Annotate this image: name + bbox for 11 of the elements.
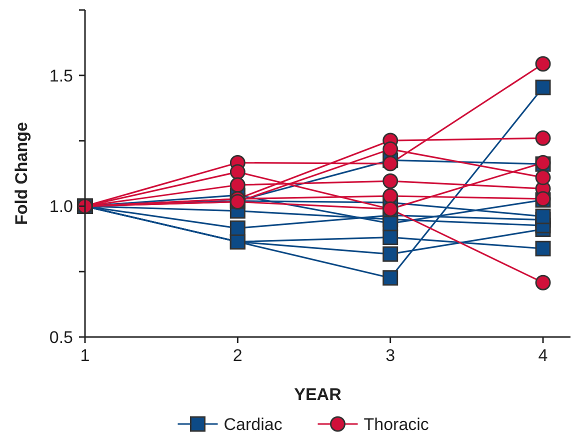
- y-tick-label: 0.5: [49, 328, 73, 347]
- x-tick-label: 1: [80, 346, 90, 365]
- y-tick-label: 1.0: [49, 197, 73, 216]
- x-tick-label: 4: [538, 346, 548, 365]
- x-tick-label: 3: [386, 346, 396, 365]
- x-axis-title: YEAR: [294, 385, 342, 404]
- y-axis-title: Fold Change: [12, 122, 31, 225]
- legend-label: Cardiac: [224, 415, 283, 434]
- x-tick-label: 2: [232, 346, 242, 365]
- legend-label: Thoracic: [364, 415, 430, 434]
- y-tick-label: 1.5: [49, 66, 73, 86]
